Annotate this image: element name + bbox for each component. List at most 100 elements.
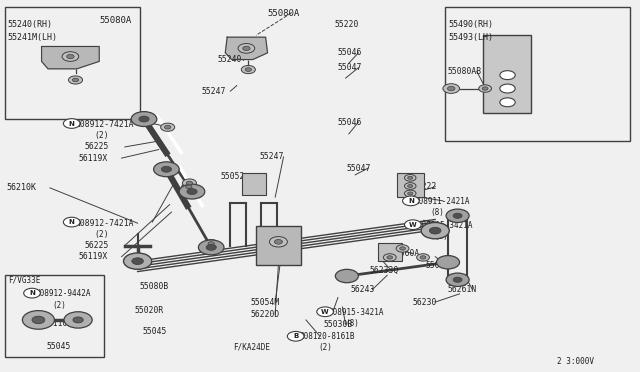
- Text: 55247: 55247: [259, 153, 284, 161]
- Circle shape: [208, 242, 214, 246]
- Text: 56220D: 56220D: [251, 310, 280, 319]
- Circle shape: [161, 166, 172, 172]
- Circle shape: [335, 269, 358, 283]
- Text: 55054M: 55054M: [251, 298, 280, 307]
- Circle shape: [387, 256, 393, 259]
- Polygon shape: [42, 46, 99, 69]
- Circle shape: [243, 46, 250, 51]
- Circle shape: [453, 213, 462, 218]
- Text: N: N: [68, 219, 75, 225]
- Text: 55052: 55052: [221, 172, 245, 181]
- Circle shape: [500, 71, 515, 80]
- Circle shape: [443, 84, 460, 93]
- Circle shape: [164, 125, 171, 129]
- Text: 55490(RH): 55490(RH): [448, 20, 493, 29]
- Text: 55047: 55047: [347, 164, 371, 173]
- Bar: [445, 7, 630, 141]
- Circle shape: [383, 254, 396, 261]
- Circle shape: [447, 86, 455, 91]
- Circle shape: [182, 179, 196, 187]
- Circle shape: [275, 240, 282, 244]
- Text: (2): (2): [319, 343, 333, 352]
- Text: 55020R: 55020R: [134, 306, 164, 315]
- Circle shape: [446, 209, 469, 222]
- Circle shape: [62, 52, 79, 61]
- Text: 2 3:000V: 2 3:000V: [557, 357, 594, 366]
- Text: N08912-7421A: N08912-7421A: [76, 120, 134, 129]
- Text: W: W: [409, 222, 417, 228]
- Circle shape: [245, 68, 252, 71]
- Circle shape: [500, 84, 515, 93]
- Circle shape: [198, 240, 224, 255]
- Circle shape: [287, 331, 304, 341]
- Circle shape: [182, 183, 196, 191]
- Circle shape: [483, 87, 488, 90]
- Circle shape: [72, 78, 79, 82]
- Text: 56225: 56225: [84, 142, 109, 151]
- Bar: [242, 173, 266, 195]
- Circle shape: [421, 222, 449, 239]
- Circle shape: [32, 316, 45, 324]
- Text: 55222: 55222: [413, 182, 437, 191]
- Circle shape: [317, 307, 333, 317]
- Circle shape: [179, 184, 205, 199]
- Circle shape: [186, 181, 193, 185]
- Circle shape: [154, 162, 179, 177]
- Circle shape: [269, 237, 287, 247]
- Bar: [378, 243, 402, 261]
- Circle shape: [124, 253, 152, 269]
- Circle shape: [64, 312, 92, 328]
- Text: 55110A: 55110A: [44, 319, 73, 328]
- Circle shape: [73, 317, 83, 323]
- Text: F/KA24DE: F/KA24DE: [234, 342, 271, 351]
- Text: (8): (8): [430, 208, 444, 217]
- Text: 55080A: 55080A: [268, 9, 300, 17]
- Text: N: N: [408, 198, 414, 204]
- Text: 56261N: 56261N: [448, 285, 477, 294]
- Text: F/VG33E: F/VG33E: [8, 275, 40, 284]
- Circle shape: [186, 185, 192, 189]
- Bar: [5, 7, 140, 119]
- Text: 55080AB: 55080AB: [448, 67, 482, 76]
- Circle shape: [479, 85, 492, 92]
- Text: 55060A: 55060A: [390, 249, 420, 258]
- Circle shape: [63, 119, 80, 128]
- Bar: [483, 35, 531, 113]
- Circle shape: [417, 254, 429, 261]
- Text: B08120-8161B: B08120-8161B: [300, 332, 355, 341]
- Text: 55240(RH): 55240(RH): [8, 20, 52, 29]
- Text: 56233Q: 56233Q: [370, 266, 399, 275]
- Text: (2): (2): [95, 131, 109, 140]
- Text: 56119X: 56119X: [78, 154, 108, 163]
- Circle shape: [238, 44, 255, 53]
- Text: W: W: [321, 309, 329, 315]
- Circle shape: [206, 244, 216, 250]
- Text: 55240: 55240: [218, 55, 242, 64]
- Circle shape: [204, 240, 218, 248]
- Circle shape: [404, 220, 421, 230]
- Text: 55220: 55220: [334, 20, 358, 29]
- Text: (2): (2): [95, 230, 109, 239]
- Text: 55060B: 55060B: [426, 262, 455, 270]
- Text: 55045: 55045: [142, 327, 166, 336]
- Text: N: N: [68, 121, 75, 126]
- Polygon shape: [225, 37, 268, 60]
- Circle shape: [24, 288, 40, 298]
- Circle shape: [187, 189, 197, 195]
- Text: N08912-7421A: N08912-7421A: [76, 219, 134, 228]
- Text: 55045: 55045: [46, 342, 70, 351]
- Circle shape: [408, 176, 413, 179]
- Circle shape: [399, 247, 406, 250]
- Bar: [256, 226, 301, 265]
- Circle shape: [396, 245, 409, 252]
- Text: 56243: 56243: [351, 285, 375, 294]
- Text: B: B: [293, 333, 298, 339]
- Text: 56230: 56230: [413, 298, 437, 307]
- Text: 55080B: 55080B: [140, 282, 169, 291]
- Circle shape: [132, 258, 143, 264]
- Circle shape: [22, 311, 54, 329]
- Circle shape: [404, 174, 416, 181]
- Text: N08911-2421A: N08911-2421A: [415, 197, 470, 206]
- Circle shape: [408, 192, 413, 195]
- Circle shape: [63, 217, 80, 227]
